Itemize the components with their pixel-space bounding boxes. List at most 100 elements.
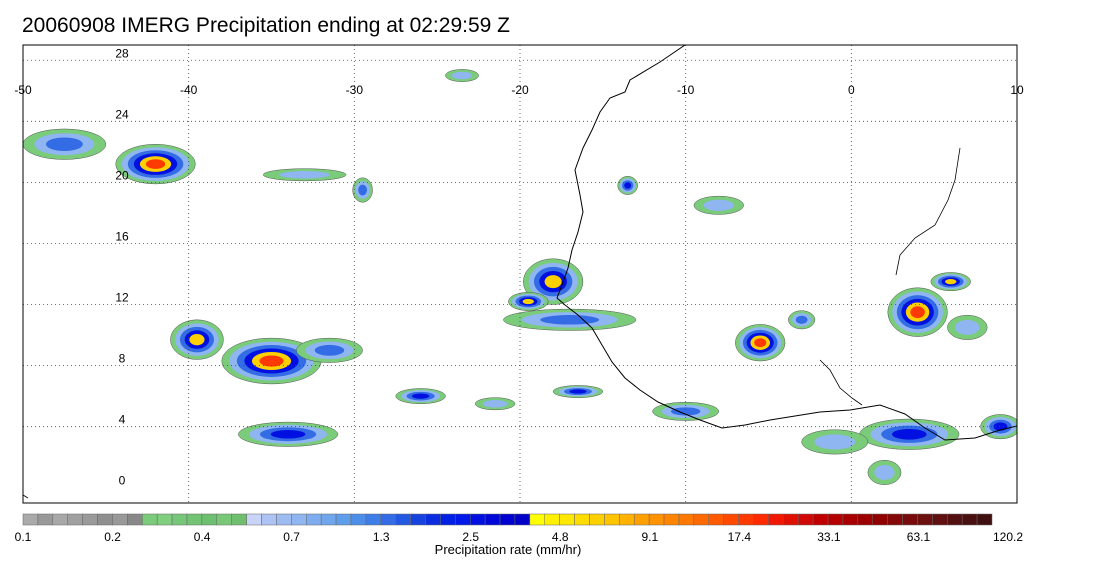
colorbar-swatch [261, 513, 277, 526]
colorbar-swatch [350, 513, 367, 526]
colorbar-swatch [678, 513, 695, 526]
colorbar-swatch [604, 513, 620, 526]
lat-tick-label: 24 [115, 107, 129, 121]
lon-tick-label: -10 [677, 83, 695, 97]
rain-cell-contour [189, 333, 205, 346]
colorbar-tick-label: 63.1 [907, 530, 931, 544]
colorbar-swatch [320, 513, 337, 526]
colorbar-swatch [633, 513, 650, 526]
colorbar-tick-label: 120.2 [993, 530, 1023, 544]
colorbar-swatch [768, 513, 784, 526]
rain-cell-contour [670, 407, 701, 416]
colorbar-swatch [902, 513, 918, 526]
colorbar-swatch [291, 513, 307, 526]
colorbar-swatch [335, 513, 352, 526]
lat-tick-label: 4 [119, 413, 126, 427]
colorbar-swatch [648, 513, 665, 526]
colorbar-swatch [410, 513, 426, 526]
colorbar-swatch [365, 513, 382, 526]
colorbar-swatch [52, 513, 68, 526]
colorbar-swatch [484, 513, 501, 526]
latitude-labels: 0 4 8 12 16 20 24 28 [115, 46, 129, 487]
colorbar-swatch [514, 513, 531, 526]
lon-tick-label: -40 [180, 83, 198, 97]
colorbar-swatch [574, 513, 590, 526]
colorbar-swatch [127, 513, 143, 526]
colorbar-swatch [246, 513, 262, 526]
colorbar-swatch [97, 513, 113, 526]
colorbar-swatch [872, 513, 888, 526]
rain-cell-contour [955, 319, 980, 335]
colorbar-tick-label: 0.7 [283, 530, 300, 544]
rain-cell-contour [522, 298, 534, 305]
colorbar-swatch [82, 513, 98, 526]
colorbar-swatch [186, 513, 203, 526]
colorbar-swatch [797, 513, 814, 526]
colorbar-swatch [842, 513, 859, 526]
colorbar-tick-label: 4.8 [552, 530, 569, 544]
colorbar-swatch [812, 513, 829, 526]
rain-cell-contour [451, 71, 473, 80]
colorbar-label: Precipitation rate (mm/hr) [435, 542, 582, 557]
colorbar-swatch [276, 513, 292, 526]
rain-cell-contour [703, 199, 735, 211]
lat-lon-grid [23, 45, 1017, 503]
colorbar-swatch [529, 513, 546, 526]
rain-cell-contour [46, 137, 83, 152]
colorbar-swatch [738, 513, 754, 526]
colorbar-swatch [827, 513, 844, 526]
colorbar-swatch [37, 513, 54, 526]
colorbar-swatch [589, 513, 605, 526]
colorbar-swatch [201, 513, 218, 526]
colorbar-swatch [142, 513, 158, 526]
colorbar-tick-label: 17.4 [728, 530, 752, 544]
rain-cell-contour [358, 184, 368, 196]
colorbar-swatch [663, 513, 680, 526]
rain-cell-contour [544, 275, 562, 289]
colorbar-swatch [305, 513, 322, 526]
colorbar-swatch [469, 513, 486, 526]
colorbar-swatch [395, 513, 411, 526]
map-frame [22, 44, 1018, 504]
rain-cell-contour [145, 159, 166, 169]
colorbar-swatch [112, 513, 128, 526]
colorbar-tick-label: 33.1 [817, 530, 841, 544]
colorbar-swatches [22, 513, 993, 526]
colorbar-tick-label: 1.3 [373, 530, 390, 544]
rain-cell-contour [754, 338, 767, 348]
colorbar-swatch [783, 513, 799, 526]
colorbar-tick-label: 2.5 [462, 530, 479, 544]
rain-cell-contour [279, 171, 331, 179]
colorbar-swatch [708, 513, 724, 526]
colorbar-swatch [216, 513, 232, 526]
colorbar-tick-label: 0.4 [194, 530, 211, 544]
coastline [23, 45, 1017, 499]
colorbar-swatch [156, 513, 173, 526]
lon-tick-label: -30 [346, 83, 364, 97]
colorbar-swatch [440, 513, 456, 526]
colorbar-swatch [947, 513, 963, 526]
longitude-labels: -50 -40 -30 -20 -10 0 10 [14, 83, 1024, 97]
rain-cell-contour [624, 182, 632, 189]
rain-cell-contour [945, 279, 957, 285]
rain-cell-contour [569, 389, 587, 394]
rain-cell-contour [814, 434, 856, 450]
lon-tick-label: -20 [511, 83, 529, 97]
colorbar-swatch [887, 513, 903, 526]
lat-tick-label: 12 [115, 291, 129, 305]
colorbar-swatch [499, 513, 516, 526]
colorbar-swatch [619, 513, 635, 526]
rain-cell-contour [892, 428, 927, 440]
colorbar-swatch [380, 513, 396, 526]
rain-cell-contour [314, 344, 345, 356]
rain-cell-contour [910, 306, 925, 319]
colorbar-swatch [932, 513, 948, 526]
lon-tick-label: 0 [848, 83, 855, 97]
rain-cell-contour [795, 315, 808, 324]
lon-tick-label: -50 [14, 83, 32, 97]
rain-cell-contour [411, 393, 430, 399]
colorbar-swatch [455, 513, 471, 526]
colorbar-swatch [544, 513, 560, 526]
precipitation-field [23, 69, 1017, 485]
